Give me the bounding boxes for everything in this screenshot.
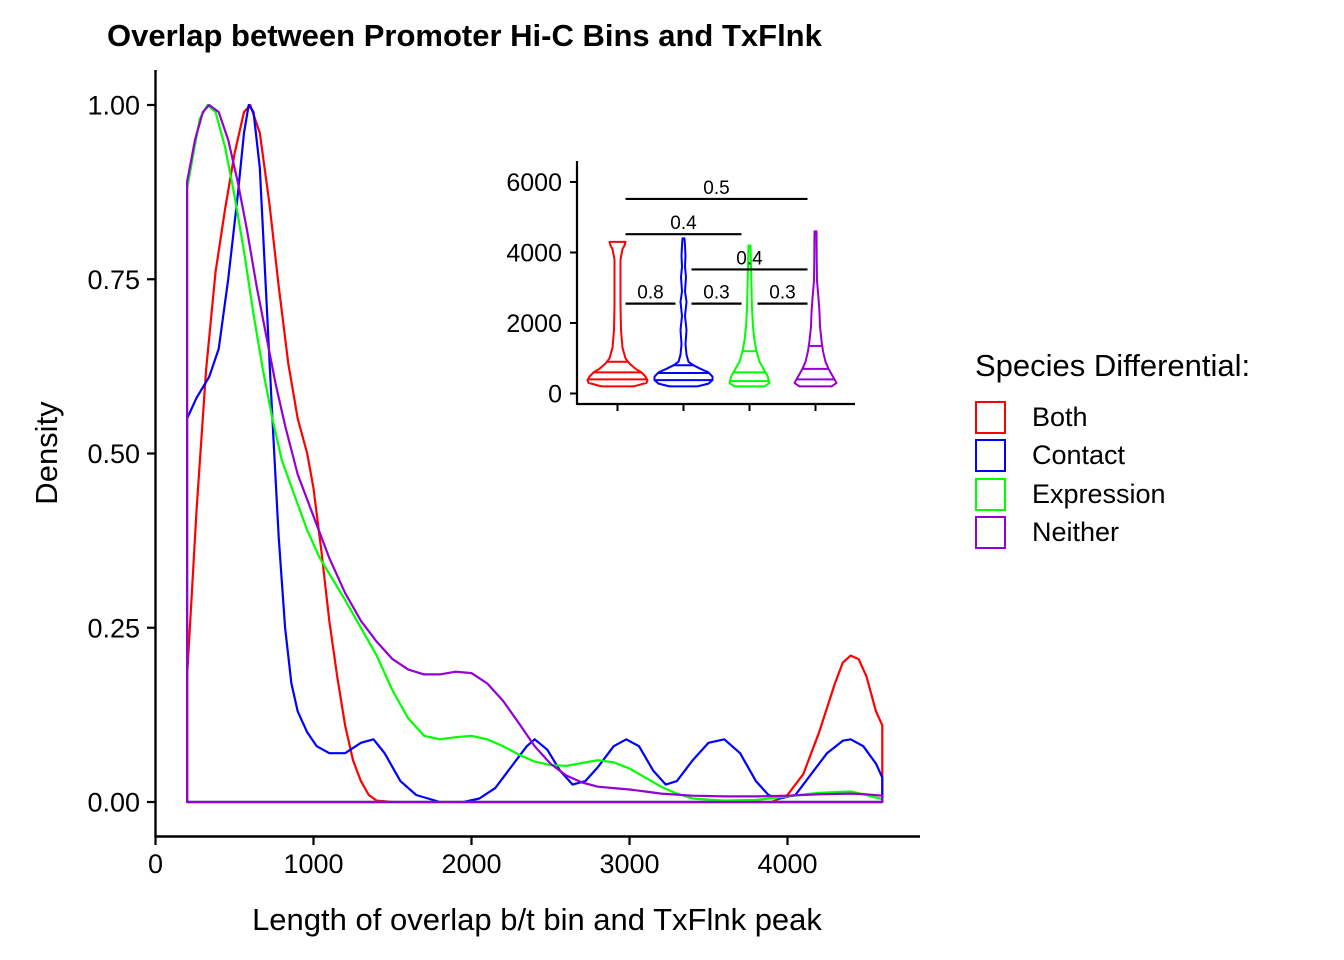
chart-title: Overlap between Promoter Hi-C Bins and T… [107,18,822,53]
series-line-contact [186,103,884,804]
legend-label: Contact [1032,440,1126,471]
legend: Species Differential: Both Contact Express… [975,348,1250,552]
inset-y-tick-label: 0 [548,381,562,409]
x-tick-label: 2000 [441,849,501,879]
comparison-p-value: 0.5 [703,178,729,199]
x-tick-label: 4000 [757,849,817,879]
x-tick-label: 3000 [599,849,659,879]
comparison-p-value: 0.8 [637,283,663,304]
legend-item-expression: Expression [975,475,1250,514]
legend-title: Species Differential: [975,348,1251,383]
inset-y-tick-label: 4000 [506,240,562,268]
density-series-layer [186,103,884,804]
series-line-expression [186,103,884,804]
legend-label: Neither [1032,517,1120,548]
legend-key [975,477,1006,511]
y-axis-ticks: 0.00 0.25 0.50 0.75 1.00 [87,91,156,818]
inset-y-tick-label: 6000 [506,169,562,197]
legend-item-neither: Neither [975,514,1250,553]
violin-inset: 0.8 0.3 0.3 0.4 0.4 0.5 0 2000 4000 6000 [506,161,855,411]
y-tick-label: 0.00 [87,788,140,818]
violin-contact [653,237,714,388]
x-axis-title: Length of overlap b/t bin and TxFlnk pea… [252,902,822,937]
comparison-p-value: 0.4 [670,213,697,234]
series-line-neither [186,103,884,804]
y-axis-title: Density [29,401,64,505]
legend-item-contact: Contact [975,437,1250,476]
y-tick-label: 0.25 [87,613,140,643]
comparison-p-value: 0.4 [736,248,763,269]
legend-key [975,516,1006,550]
y-tick-label: 1.00 [87,91,140,121]
comparison-brackets: 0.8 0.3 0.3 0.4 0.4 0.5 [625,178,808,305]
x-tick-label: 1000 [283,849,343,879]
violin-expression [728,244,771,388]
violin-layer [586,230,838,388]
y-tick-label: 0.50 [87,439,140,469]
y-tick-label: 0.75 [87,265,140,295]
legend-key [975,400,1006,434]
x-tick-label: 0 [148,849,163,879]
legend-items: Both Contact Expression Neither [975,398,1250,552]
inset-y-tick-label: 2000 [506,310,562,338]
series-line-both [186,103,884,804]
legend-key [975,439,1006,473]
legend-item-both: Both [975,398,1250,437]
legend-label: Expression [1032,478,1166,509]
violin-neither [793,230,838,388]
comparison-p-value: 0.3 [703,283,729,304]
x-axis-ticks: 0 1000 2000 3000 4000 [148,836,818,879]
violin-both [586,240,649,388]
comparison-p-value: 0.3 [769,283,795,304]
inset-x-axis-ticks [616,404,817,411]
inset-y-axis-ticks: 0 2000 4000 6000 [506,169,577,409]
legend-label: Both [1032,401,1088,432]
